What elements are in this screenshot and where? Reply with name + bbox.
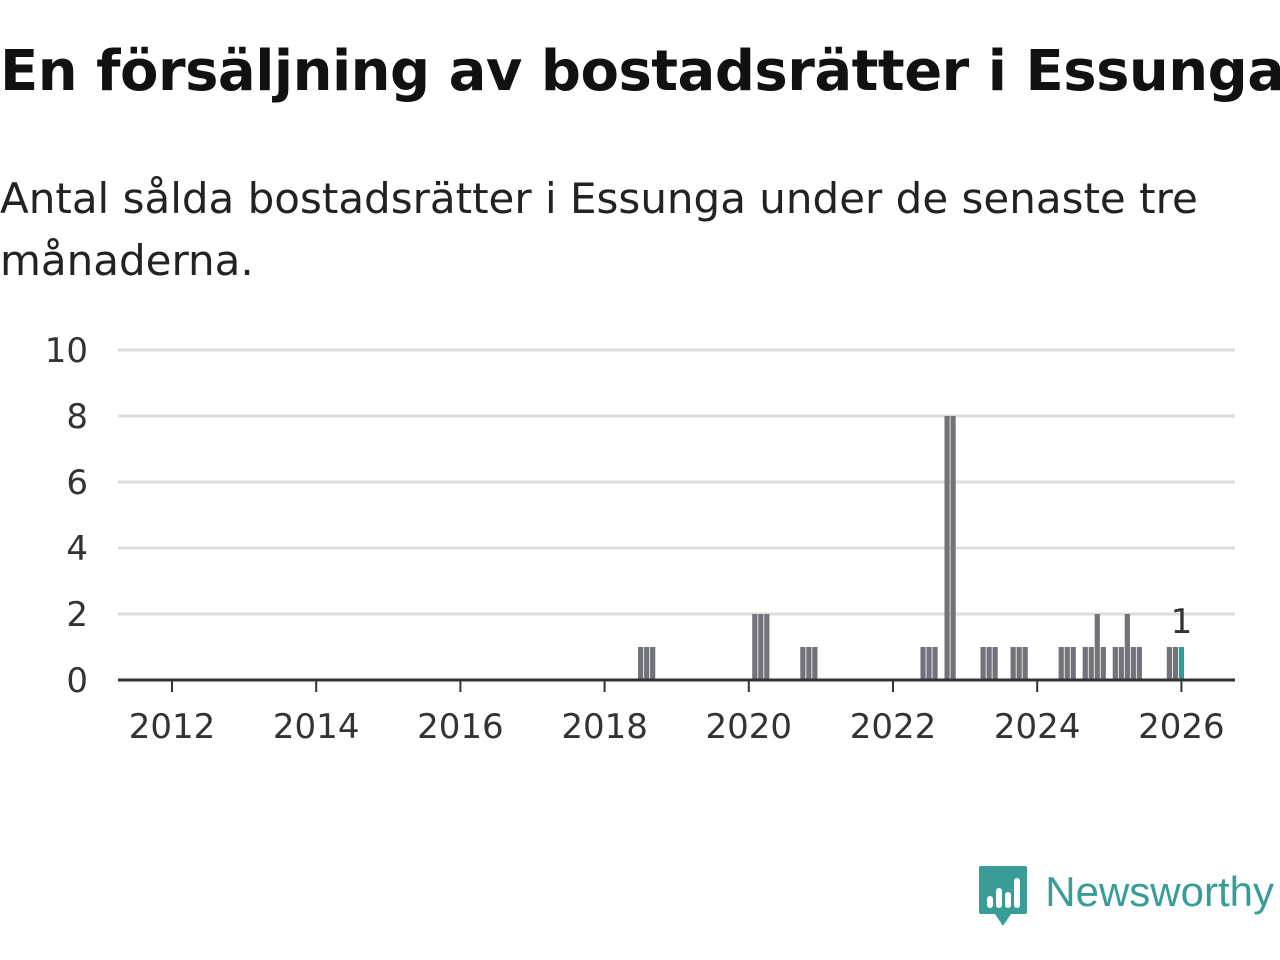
- bar: [1118, 647, 1124, 680]
- y-tick-label: 0: [66, 661, 88, 701]
- x-tick-label: 2014: [273, 707, 360, 747]
- bar: [1112, 647, 1118, 680]
- bar: [1016, 647, 1022, 680]
- annotations: 1: [1171, 602, 1193, 642]
- x-axis: 2012 2014 2016 2018 2020 2022 2024 2026: [118, 678, 1235, 747]
- bar: [950, 416, 956, 680]
- bar: [1172, 647, 1178, 680]
- bar: [1166, 647, 1172, 680]
- y-tick-label: 8: [66, 397, 88, 437]
- bar: [1088, 647, 1094, 680]
- y-tick-label: 10: [45, 331, 88, 371]
- x-tick-label: 2016: [417, 707, 504, 747]
- bar: [1100, 647, 1106, 680]
- bar: [650, 647, 656, 680]
- x-tick-label: 2022: [850, 707, 937, 747]
- bar: [800, 647, 806, 680]
- bar: [1070, 647, 1076, 680]
- bar: [992, 647, 998, 680]
- bar-chart: 0 2 4 6 8 10 2012 2014 2016 2018 2020 2022 2024 2026…: [45, 331, 1235, 747]
- bar: [638, 647, 644, 680]
- bar: [926, 647, 932, 680]
- x-tick-label: 2018: [561, 707, 648, 747]
- x-tick-label: 2020: [706, 707, 793, 747]
- bar: [1010, 647, 1016, 680]
- bar: [1082, 647, 1088, 680]
- bar: [1064, 647, 1070, 680]
- bar: [1136, 647, 1142, 680]
- bar: [1124, 614, 1130, 680]
- bar: [1058, 647, 1064, 680]
- newsworthy-logo-icon: [979, 866, 1028, 926]
- highlighted-bar: [1178, 647, 1184, 680]
- bar: [764, 614, 770, 680]
- bar: [1022, 647, 1028, 680]
- bar: [758, 614, 764, 680]
- x-tick-label: 2024: [994, 707, 1081, 747]
- bar: [812, 647, 818, 680]
- bar: [644, 647, 650, 680]
- bar-value-label: 1: [1171, 602, 1193, 642]
- chart-subtitle: Antal sålda bostadsrätter i Essunga unde…: [0, 174, 1198, 285]
- bar: [920, 647, 926, 680]
- bar: [932, 647, 938, 680]
- y-tick-label: 2: [66, 595, 88, 635]
- bar: [944, 416, 950, 680]
- bar: [980, 647, 986, 680]
- x-tick-label: 2026: [1138, 707, 1225, 747]
- y-tick-label: 6: [66, 463, 88, 503]
- bars: [638, 416, 1184, 680]
- y-tick-label: 4: [66, 529, 88, 569]
- bar: [1094, 614, 1100, 680]
- x-tick-label: 2012: [129, 707, 216, 747]
- gridlines: [118, 348, 1235, 616]
- bar: [752, 614, 758, 680]
- chart-title: En försäljning av bostadsrätter i Essung…: [0, 39, 1280, 104]
- y-axis-labels: 0 2 4 6 8 10: [45, 331, 88, 701]
- bar: [986, 647, 992, 680]
- brand-name: Newsworthy: [1045, 868, 1274, 915]
- newsworthy-logo: Newsworthy: [977, 864, 1274, 928]
- bar: [1130, 647, 1136, 680]
- bar: [806, 647, 812, 680]
